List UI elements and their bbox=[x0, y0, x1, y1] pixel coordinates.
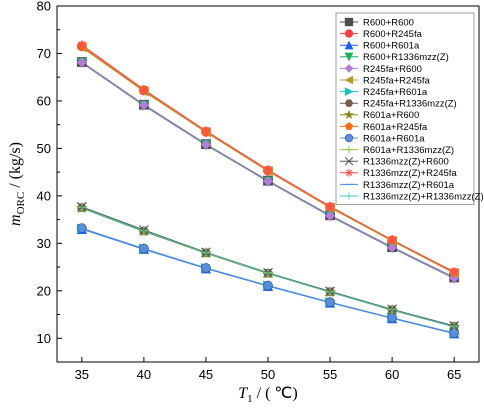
legend-label: R600+R1336mzz(Z) bbox=[363, 52, 449, 63]
data-point bbox=[263, 165, 273, 175]
legend-marker-shape bbox=[344, 17, 354, 27]
legend-marker bbox=[344, 40, 354, 50]
legend-marker bbox=[344, 29, 354, 38]
legend-marker bbox=[345, 145, 353, 154]
legend-label: R1336mzz(Z)+R245fa bbox=[363, 168, 457, 179]
legend-marker bbox=[344, 52, 354, 62]
x-tick-label: 50 bbox=[261, 367, 275, 382]
x-tick-label: 45 bbox=[199, 367, 213, 382]
legend-marker bbox=[344, 133, 354, 143]
legend-marker bbox=[344, 17, 354, 27]
legend-marker bbox=[344, 122, 354, 130]
legend-marker bbox=[345, 168, 353, 177]
y-tick-label: 80 bbox=[37, 0, 51, 14]
legend-marker bbox=[344, 99, 354, 107]
data-point bbox=[387, 305, 397, 315]
legend-marker-shape bbox=[344, 157, 354, 166]
data-point bbox=[138, 100, 149, 111]
y-tick-label: 40 bbox=[37, 188, 51, 203]
data-point bbox=[76, 223, 87, 234]
data-point bbox=[449, 322, 459, 332]
data-point bbox=[201, 126, 211, 136]
data-point bbox=[201, 248, 211, 258]
legend-marker-shape bbox=[344, 40, 354, 50]
series-line bbox=[81, 206, 455, 327]
legend-marker-shape bbox=[344, 133, 354, 143]
y-tick-label: 10 bbox=[37, 331, 51, 346]
x-tick-label: 35 bbox=[75, 367, 89, 382]
legend-label: R245fa+R600 bbox=[363, 64, 422, 75]
legend-label: R245fa+R601a bbox=[363, 87, 428, 98]
data-point bbox=[77, 203, 87, 213]
legend-label: R245fa+R1336mzz(Z) bbox=[363, 99, 457, 110]
legend-marker bbox=[345, 192, 353, 200]
legend-marker-shape bbox=[344, 122, 354, 130]
legend-marker-shape bbox=[344, 64, 354, 73]
y-tick-label: 70 bbox=[37, 46, 51, 61]
legend-marker bbox=[344, 75, 354, 85]
x-tick-label: 65 bbox=[447, 367, 461, 382]
legend-label: R600+R601a bbox=[363, 41, 420, 52]
data-point bbox=[139, 226, 149, 236]
legend-label: R601a+R245fa bbox=[363, 122, 428, 133]
legend-marker-shape bbox=[344, 52, 354, 62]
legend-marker bbox=[344, 109, 354, 120]
legend-label: R1336mzz(Z)+R1336mzz(Z) bbox=[363, 191, 484, 202]
y-tick-label: 50 bbox=[37, 141, 51, 156]
legend-marker-shape bbox=[345, 168, 353, 177]
y-tick-label: 20 bbox=[37, 283, 51, 298]
x-axis-ticks: 35 40 45 50 55 60 65 bbox=[75, 357, 461, 382]
legend-marker-shape bbox=[344, 87, 354, 96]
legend-box bbox=[335, 12, 475, 206]
legend-label: R600+R245fa bbox=[363, 29, 423, 40]
y-axis-title: mORC / (kg/s) bbox=[7, 142, 27, 226]
y-axis-ticks: 10 20 30 40 50 60 70 80 bbox=[37, 0, 62, 346]
data-point bbox=[200, 139, 212, 150]
legend-marker-shape bbox=[344, 109, 354, 120]
y-tick-label: 60 bbox=[37, 93, 51, 108]
legend-marker-shape bbox=[344, 99, 354, 107]
x-tick-label: 55 bbox=[323, 367, 337, 382]
legend-label: R601a+R1336mzz(Z) bbox=[363, 145, 454, 156]
data-point bbox=[139, 85, 149, 95]
data-point bbox=[324, 210, 336, 221]
legend-label: R1336mzz(Z)+R601a bbox=[363, 180, 455, 191]
x-axis-title: T1 / ( ℃) bbox=[238, 385, 297, 405]
legend-label: R245fa+R245fa bbox=[363, 75, 431, 86]
data-point bbox=[262, 176, 274, 187]
data-point bbox=[387, 242, 398, 253]
legend-label: R601a+R600 bbox=[363, 110, 419, 121]
data-point bbox=[77, 40, 87, 50]
legend-marker-shape bbox=[345, 145, 353, 154]
legend-marker-shape bbox=[345, 192, 353, 200]
legend-marker bbox=[344, 64, 354, 73]
data-point bbox=[325, 287, 335, 297]
legend-marker bbox=[344, 157, 354, 166]
series-line bbox=[81, 207, 455, 328]
series-line bbox=[81, 206, 455, 327]
data-point bbox=[449, 267, 459, 277]
data-point bbox=[325, 201, 335, 211]
data-point bbox=[138, 243, 149, 254]
legend-label: R1336mzz(Z)+R600 bbox=[363, 157, 449, 168]
series-line bbox=[81, 207, 455, 327]
data-point bbox=[387, 235, 397, 245]
legend-label: R600+R600 bbox=[363, 17, 414, 28]
x-tick-label: 40 bbox=[137, 367, 151, 382]
legend-label: R601a+R601a bbox=[363, 133, 425, 144]
legend-marker-shape bbox=[344, 29, 354, 38]
legend-marker bbox=[344, 87, 354, 96]
y-tick-label: 30 bbox=[37, 236, 51, 251]
series-markers bbox=[75, 40, 461, 339]
x-tick-label: 60 bbox=[385, 367, 399, 382]
legend-marker-shape bbox=[344, 75, 354, 85]
data-point bbox=[76, 57, 87, 68]
series-line bbox=[81, 207, 455, 328]
legend: R600+R600R600+R245faR600+R601aR600+R1336… bbox=[335, 12, 484, 206]
data-point bbox=[263, 268, 273, 278]
